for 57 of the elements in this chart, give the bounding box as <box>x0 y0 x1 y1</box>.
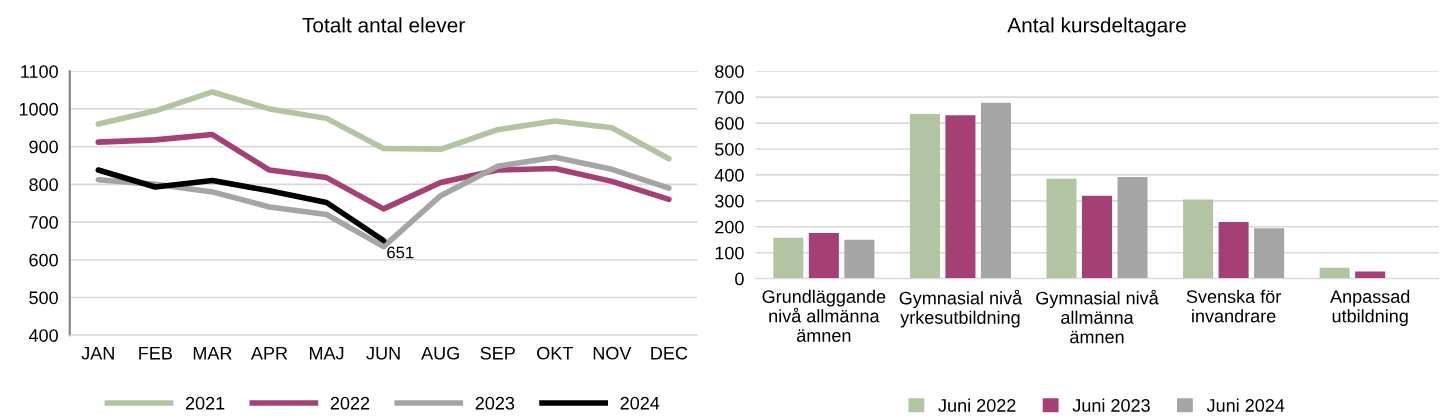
y-tick-label: 0 <box>735 272 744 286</box>
chart-title: Antal kursdeltagare <box>1007 17 1186 37</box>
bar <box>1254 228 1285 279</box>
x-tick-label: APR <box>250 346 288 360</box>
bar <box>1355 271 1386 279</box>
legend-label: Juni 2023 <box>1072 398 1150 412</box>
legend-label: Juni 2024 <box>1206 398 1285 412</box>
x-tick-label: Svenska för invandrare <box>1186 289 1281 323</box>
x-tick-label: FEB <box>139 346 172 360</box>
y-tick-label: 700 <box>29 216 58 229</box>
x-tick-label: OKT <box>537 346 573 360</box>
y-tick-label: 600 <box>29 253 58 267</box>
y-tick-label: 500 <box>29 291 58 305</box>
y-tick-label: 900 <box>29 140 58 154</box>
x-tick-label: NOV <box>593 346 632 360</box>
y-tick-label: 700 <box>715 91 744 104</box>
x-tick-label: Gymnasial nivå yrkesutbildning <box>899 289 1023 328</box>
bar <box>980 102 1011 279</box>
bar <box>1046 178 1077 279</box>
y-tick-label: 1000 <box>19 102 58 116</box>
y-tick-label: 300 <box>715 194 744 208</box>
legend-label: 2022 <box>330 396 370 410</box>
y-tick-label: 100 <box>715 246 744 260</box>
data-label: 651 <box>387 246 414 259</box>
bar <box>1319 267 1350 279</box>
x-tick-label: DEC <box>651 346 688 360</box>
bar <box>808 233 839 279</box>
x-tick-label: AUG <box>421 346 459 360</box>
legend-label: Juni 2022 <box>938 398 1016 412</box>
x-tick-label: SEP <box>480 346 515 360</box>
legend-label: 2024 <box>620 396 660 410</box>
bar <box>844 239 875 279</box>
y-tick-label: 600 <box>715 117 744 130</box>
y-tick-label: 800 <box>29 178 58 192</box>
x-tick-label: Anpassad utbildning <box>1330 289 1410 327</box>
bar <box>945 115 976 279</box>
y-tick-label: 400 <box>714 168 744 182</box>
bar <box>773 237 804 279</box>
bar <box>1183 199 1214 279</box>
x-tick-label: Gymnasial nivå allmänna ämnen <box>1036 289 1159 344</box>
bar <box>1218 222 1249 279</box>
x-tick-label: MAJ <box>309 346 344 360</box>
x-tick-label: JAN <box>81 346 114 360</box>
x-tick-label: MAR <box>193 346 232 360</box>
chart-title: Totalt antal elever <box>302 17 465 33</box>
y-tick-label: 200 <box>715 220 744 234</box>
legend-label: 2021 <box>185 396 225 410</box>
bar <box>1117 177 1148 279</box>
bar <box>909 114 940 279</box>
legend-label: 2023 <box>475 396 515 410</box>
y-tick-label: 400 <box>28 329 58 342</box>
x-tick-label: JUN <box>366 346 400 360</box>
x-tick-label: Grundläggande nivå allmänna ämnen <box>762 289 886 342</box>
y-tick-label: 800 <box>715 65 744 78</box>
y-tick-label: 500 <box>715 142 744 156</box>
y-tick-label: 1100 <box>21 65 58 78</box>
bar <box>1081 195 1113 279</box>
